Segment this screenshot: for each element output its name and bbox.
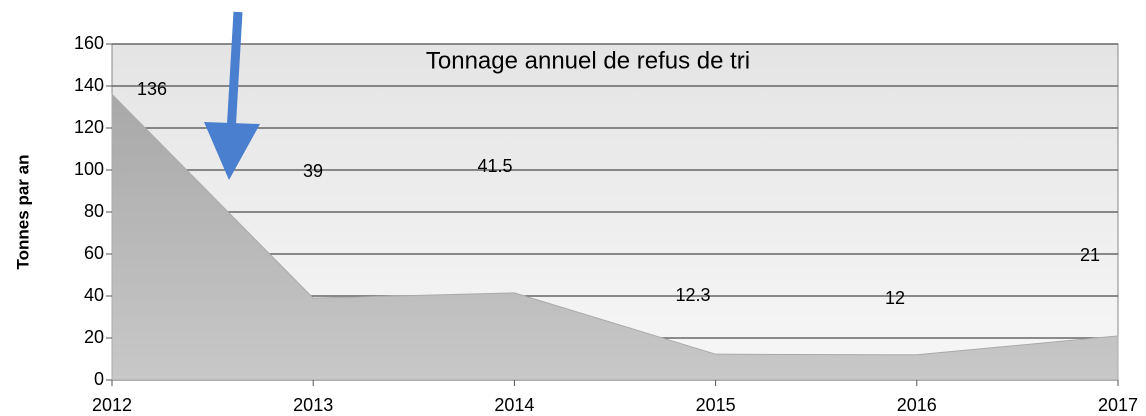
y-tick-label: 20 (84, 327, 104, 347)
y-tick-label: 160 (74, 33, 104, 53)
y-tick-label: 120 (74, 117, 104, 137)
data-label: 136 (137, 79, 167, 99)
y-tick-label: 0 (94, 369, 104, 389)
arrow (204, 11, 260, 180)
area (111, 93, 1119, 381)
data-label: 12.3 (675, 285, 710, 305)
y-tick-label: 40 (84, 285, 104, 305)
chart-title: Tonnage annuel de refus de tri (426, 47, 750, 74)
x-tick-label: 2014 (494, 395, 534, 415)
x-tick-label: 2016 (897, 395, 937, 415)
data-label: 12 (885, 288, 905, 308)
x-tick-label: 2012 (92, 395, 132, 415)
y-axis-label: Tonnes par an (13, 155, 32, 270)
x-tick-label: 2013 (293, 395, 333, 415)
y-tick-label: 100 (74, 159, 104, 179)
y-tick-label: 60 (84, 243, 104, 263)
y-tick-label: 140 (74, 75, 104, 95)
x-tick-label: 2015 (696, 395, 736, 415)
data-label: 41.5 (477, 156, 512, 176)
data-label: 39 (303, 161, 323, 181)
data-label: 21 (1080, 245, 1100, 265)
y-tick-label: 80 (84, 201, 104, 221)
x-tick-label: 2017 (1098, 395, 1138, 415)
